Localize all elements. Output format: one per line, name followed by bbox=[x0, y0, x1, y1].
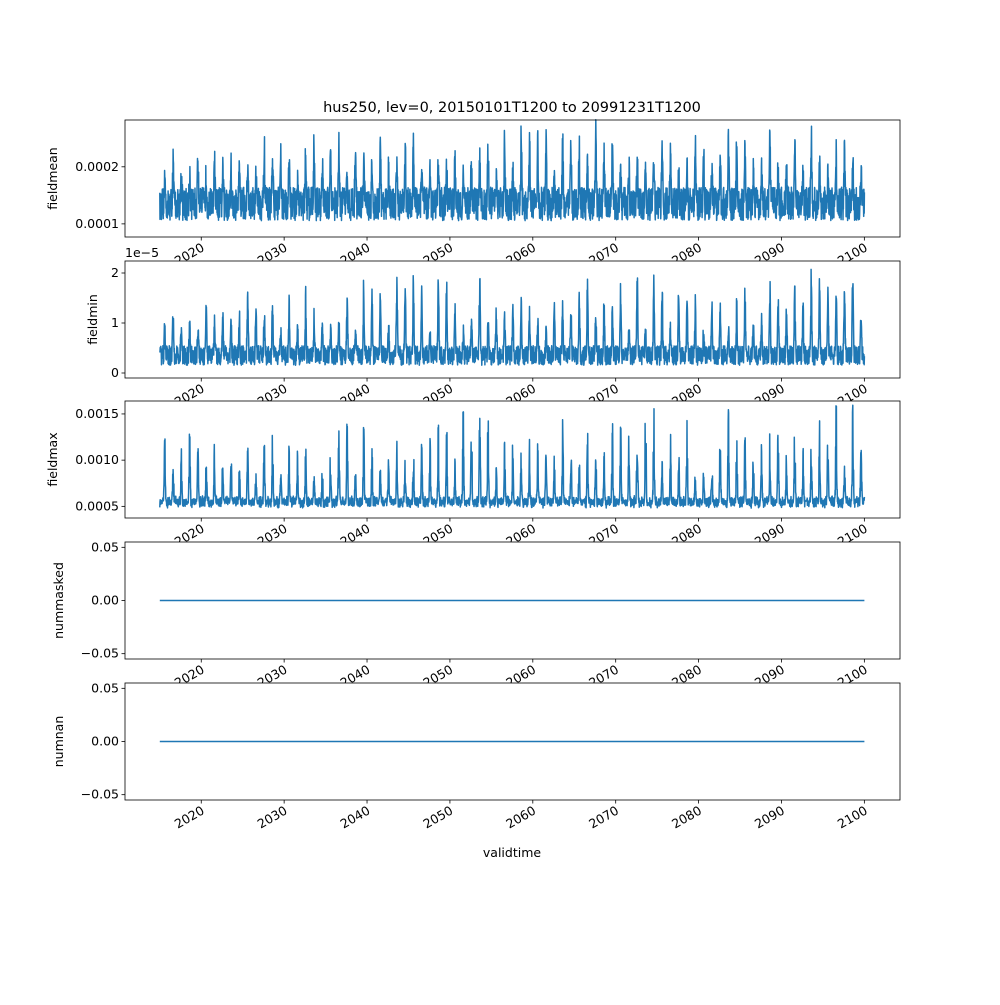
x-tick-label: 2100 bbox=[835, 803, 870, 832]
x-tick-label: 2090 bbox=[752, 803, 787, 832]
y-tick-label: −0.05 bbox=[81, 787, 119, 802]
x-tick-label: 2030 bbox=[255, 803, 290, 832]
series-line-fieldmean bbox=[159, 118, 866, 222]
y-tick-label: 0.0010 bbox=[75, 452, 119, 467]
y-tick-label: 0.0002 bbox=[75, 159, 119, 174]
x-tick-label: 2080 bbox=[669, 803, 704, 832]
y-tick-label: 0.00 bbox=[91, 734, 119, 749]
x-tick-label: 2020 bbox=[172, 803, 207, 832]
x-axis-label: validtime bbox=[483, 845, 541, 860]
y-tick-label: 1 bbox=[111, 315, 119, 330]
y-axis-label: fieldmin bbox=[85, 294, 100, 345]
subplot-numnan: −0.05 0.00 0.05 numnan 2020 2030 2040 2050 2060 2… bbox=[51, 680, 901, 832]
y-tick-label: 0.05 bbox=[91, 680, 119, 695]
y-tick-label: 2 bbox=[111, 265, 119, 280]
y-tick-label: 0.0005 bbox=[75, 498, 119, 513]
y-tick-label: 0 bbox=[111, 365, 119, 380]
x-tick-label: 2050 bbox=[420, 803, 455, 832]
y-tick-label: 0.0001 bbox=[75, 216, 119, 231]
y-axis-label: fieldmean bbox=[45, 147, 60, 209]
axes-frame bbox=[124, 260, 901, 379]
axes-frame bbox=[124, 119, 901, 238]
y-axis-label: fieldmax bbox=[45, 432, 60, 486]
y-offset-text: 1e−5 bbox=[125, 245, 159, 260]
y-tick-label: −0.05 bbox=[81, 646, 119, 661]
y-axis-label: numnan bbox=[51, 716, 66, 768]
y-axis-label: nummasked bbox=[51, 562, 66, 639]
x-tick-label: 2070 bbox=[586, 803, 621, 832]
y-tick-label: 0.05 bbox=[91, 539, 119, 554]
axes-frame bbox=[124, 400, 901, 519]
y-tick-label: 0.00 bbox=[91, 593, 119, 608]
series-line-fieldmax bbox=[159, 404, 866, 509]
series-line-fieldmin bbox=[159, 268, 866, 366]
x-tick-label: 2040 bbox=[337, 803, 372, 832]
chart-title: hus250, lev=0, 20150101T1200 to 20991231… bbox=[323, 100, 701, 116]
y-tick-label: 0.0015 bbox=[75, 406, 119, 421]
x-tick-label: 2060 bbox=[503, 803, 538, 832]
